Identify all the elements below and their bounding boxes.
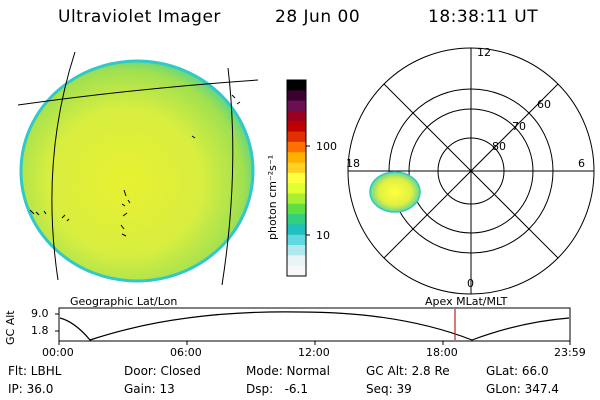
polar-label-lat60: 60 <box>537 98 551 111</box>
colorbar-swatch <box>287 172 306 184</box>
colorbar-swatch <box>287 141 306 153</box>
colorbar-swatch <box>287 90 306 102</box>
info-door: Door: Closed <box>124 364 201 378</box>
colorbar-swatch <box>287 265 306 277</box>
altplot-ytick-1-8: 1.8 <box>31 324 49 337</box>
colorbar-swatch <box>287 183 306 195</box>
info-seq: Seq: 39 <box>366 382 412 396</box>
polar-plot <box>347 47 595 295</box>
altitude-plot <box>55 307 571 345</box>
time-label: 18:38:11 UT <box>428 7 539 27</box>
colorbar-swatch <box>287 224 306 236</box>
info-mode: Mode: Normal <box>246 364 330 378</box>
colorbar-swatch <box>287 214 306 226</box>
colorbar-swatch <box>287 110 306 122</box>
auroral-oval-patch <box>369 171 421 213</box>
instrument-title: Ultraviolet Imager <box>58 7 221 27</box>
info-filter: Flt: LBHL <box>8 364 62 378</box>
altplot-xtick-2359: 23:59 <box>554 346 586 359</box>
colorbar-swatch <box>287 152 306 164</box>
colorbar-swatch <box>287 234 306 246</box>
altplot-title-left: Geographic Lat/Lon <box>70 295 178 308</box>
altitude-curve <box>59 311 570 341</box>
polar-label-0: 0 <box>467 277 474 290</box>
colorbar <box>287 80 306 277</box>
altplot-xtick-1800: 18:00 <box>426 346 458 359</box>
altplot-title-right: Apex MLat/MLT <box>425 295 508 308</box>
polar-label-lat80: 80 <box>492 140 506 153</box>
info-gain: Gain: 13 <box>124 382 175 396</box>
info-glat: GLat: 66.0 <box>486 364 549 378</box>
info-ip: IP: 36.0 <box>8 382 54 396</box>
polar-label-12: 12 <box>477 46 491 59</box>
colorbar-swatch <box>287 245 306 256</box>
altplot-xtick-0000: 00:00 <box>42 346 74 359</box>
colorbar-tick-label-10: 10 <box>316 229 330 242</box>
colorbar-swatch <box>287 255 306 267</box>
colorbar-tick-label-100: 100 <box>316 140 337 153</box>
date-label: 28 Jun 00 <box>275 7 361 27</box>
colorbar-swatch <box>287 162 306 174</box>
info-glon: GLon: 347.4 <box>486 382 559 396</box>
earth-disk-image <box>17 51 259 286</box>
colorbar-swatch <box>287 80 306 91</box>
info-gc-alt: GC Alt: 2.8 Re <box>366 364 450 378</box>
polar-label-lat70: 70 <box>512 120 526 133</box>
polar-label-6: 6 <box>578 157 585 170</box>
colorbar-swatch <box>287 100 306 112</box>
colorbar-swatch <box>287 203 306 215</box>
altplot-ytick-9: 9.0 <box>31 307 49 320</box>
colorbar-swatch <box>287 193 306 205</box>
colorbar-unit-label: photon cm⁻²s⁻¹ <box>266 154 279 240</box>
altplot-xtick-1200: 12:00 <box>298 346 330 359</box>
altplot-ylabel: GC Alt <box>4 310 17 345</box>
info-dsp: Dsp: -6.1 <box>246 382 309 396</box>
colorbar-swatch <box>287 131 306 143</box>
polar-label-18: 18 <box>346 157 360 170</box>
colorbar-swatch <box>287 121 306 133</box>
altplot-xtick-0600: 06:00 <box>170 346 202 359</box>
colorbar-frame <box>286 79 307 277</box>
